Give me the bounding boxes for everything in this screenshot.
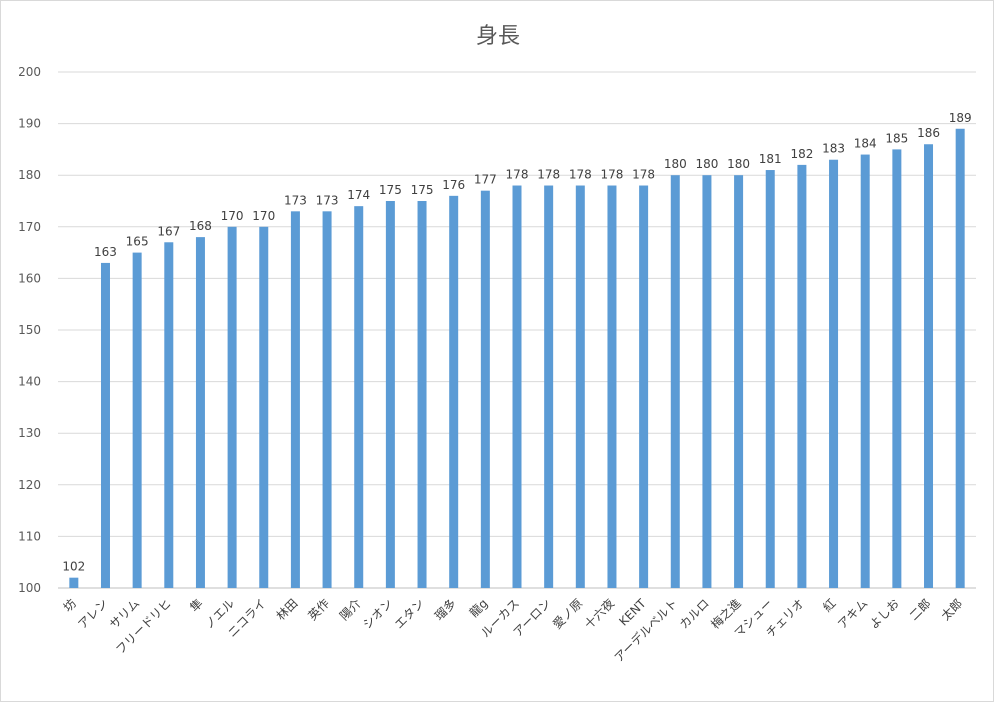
chart-title: 身長 [476,24,520,49]
bar [227,226,237,589]
x-category-label: よしお [867,596,902,631]
x-category-label: 紅 [820,596,838,614]
bar [480,190,490,588]
y-tick-label: 130 [18,426,41,440]
data-label: 180 [664,157,687,171]
data-label: 170 [252,209,275,223]
data-label: 178 [632,168,655,182]
y-tick-label: 140 [18,375,41,389]
bar [259,226,269,589]
x-category-label: カルロ [677,596,712,631]
y-tick-label: 170 [18,220,41,234]
y-tick-label: 160 [18,271,41,285]
bar [829,159,839,588]
bar [544,185,554,588]
bar [702,175,712,588]
data-label: 176 [442,178,465,192]
data-label: 170 [221,209,244,223]
bar [322,211,332,588]
x-category-label: 林田 [274,596,301,623]
bar [797,164,807,588]
bar [639,185,649,588]
data-label: 178 [506,168,529,182]
x-category-label: 十六夜 [581,596,617,632]
data-label: 165 [126,235,149,249]
data-label: 182 [790,147,813,161]
bar [354,206,364,588]
bars [69,128,965,589]
bar [290,211,300,588]
bar [607,185,617,588]
data-label: 186 [917,126,940,140]
bar [670,175,680,588]
bar [417,201,427,588]
data-labels: 102 163 165 167 168 170 170 173 173 174 175 175 176 1… [62,111,971,574]
data-label: 181 [759,152,782,166]
x-category-label: エタン [392,596,427,631]
bar [385,201,395,588]
data-label: 178 [569,168,592,182]
bar [860,154,870,588]
x-category-label: アレン [75,596,110,631]
y-tick-label: 150 [18,323,41,337]
data-label: 178 [601,168,624,182]
data-label: 184 [854,137,877,151]
bar [132,252,142,588]
x-category-label: 英作 [305,596,332,623]
data-label: 168 [189,219,212,233]
x-category-label: 坊 [60,596,79,615]
bar [892,149,902,588]
bar [164,242,174,588]
x-category-label: 陽介 [337,596,364,623]
x-category-label: アキム [835,596,870,631]
data-label: 180 [727,157,750,171]
data-label: 173 [284,193,307,207]
data-label: 175 [411,183,434,197]
bar [924,144,934,589]
x-category-label: 龍g [466,596,490,620]
x-category-label: 瑠多 [432,596,459,623]
data-label: 177 [474,173,497,187]
data-label: 185 [885,131,908,145]
x-category-label: 愛ノ原 [550,596,585,631]
data-label: 167 [157,224,180,238]
y-tick-label: 190 [18,117,41,131]
bar [69,577,79,588]
x-category-label: 二郎 [907,596,934,623]
y-tick-label: 180 [18,168,41,182]
bar [195,237,205,588]
y-axis-ticks: 100 110 120 130 140 150 160 170 180 190 200 [18,65,41,595]
x-category-label: 隼 [186,596,205,615]
y-tick-label: 110 [18,529,41,543]
bar [765,170,775,589]
y-tick-label: 200 [18,65,41,79]
bar [449,195,459,588]
data-label: 174 [347,188,370,202]
bar [512,185,522,588]
bar [575,185,585,588]
y-tick-label: 100 [18,581,41,595]
bar [955,128,965,588]
bar [734,175,744,588]
data-label: 163 [94,245,117,259]
y-tick-label: 120 [18,478,41,492]
data-label: 102 [62,560,85,574]
x-category-label: 太郎 [938,596,966,624]
data-label: 175 [379,183,402,197]
x-category-label: シオン [360,596,395,631]
data-label: 183 [822,142,845,156]
data-label: 180 [695,157,718,171]
data-label: 178 [537,168,560,182]
bar [100,262,110,588]
data-label: 173 [316,193,339,207]
data-label: 189 [949,111,972,125]
